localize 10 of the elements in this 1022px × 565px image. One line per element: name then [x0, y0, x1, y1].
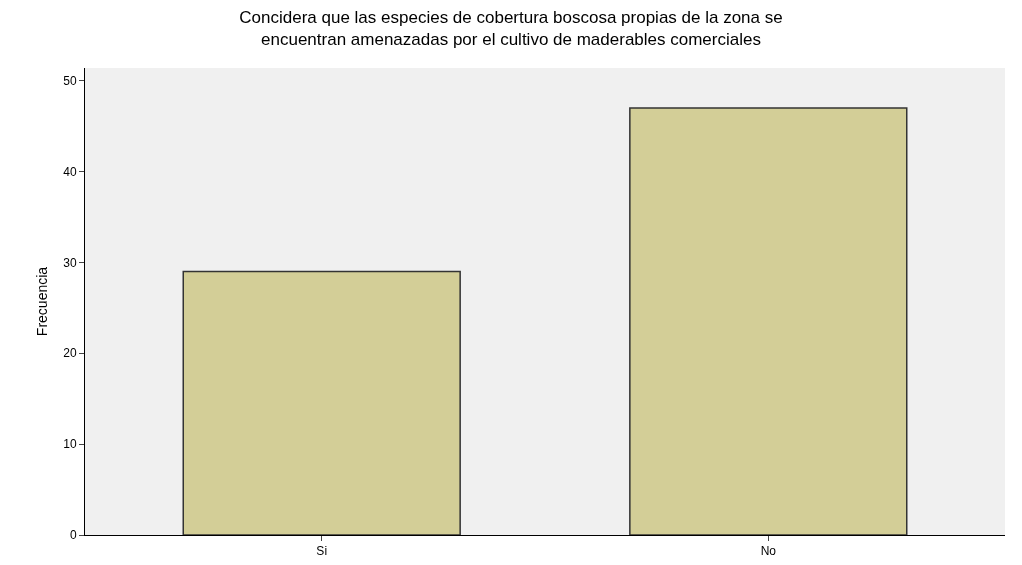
x-tick-label: Si	[316, 544, 328, 559]
y-tick-label: 40	[63, 164, 77, 179]
chart-title: Concidera que las especies de cobertura boscosa propias de la zona se encuentran amenazadas por el cultivo de maderables comerciales	[239, 7, 783, 49]
y-tick-label: 30	[63, 255, 77, 270]
y-axis-title: Frecuencia	[33, 266, 50, 337]
y-tick-label: 50	[63, 73, 77, 88]
x-tick-label: No	[760, 544, 777, 559]
y-tick-label: 10	[63, 437, 77, 452]
y-tick-label: 20	[63, 346, 77, 361]
y-tick-label: 0	[69, 528, 77, 543]
